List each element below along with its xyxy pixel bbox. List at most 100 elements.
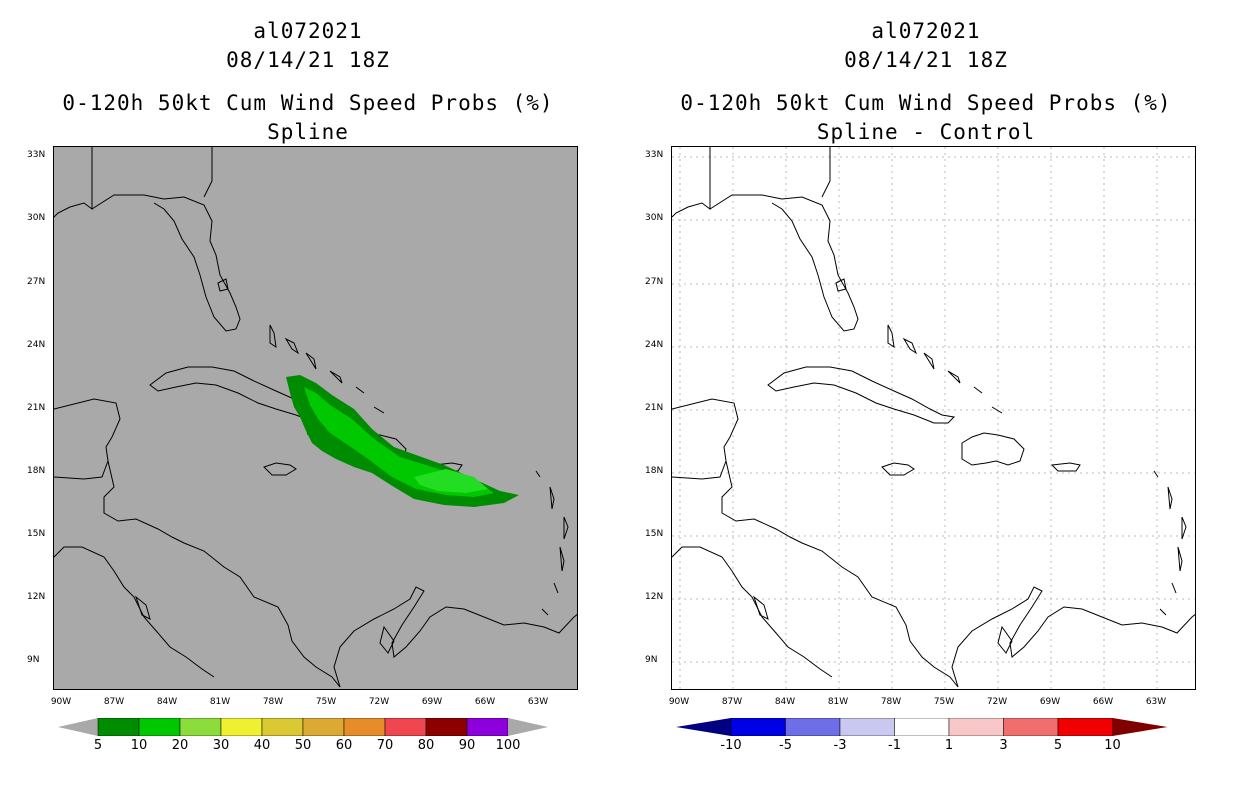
left-colorbar-swatch (466, 718, 509, 736)
right-colorbar-label: 10 (1104, 738, 1121, 753)
coastline-segment (134, 595, 151, 620)
coastline-segment (835, 278, 847, 292)
right-colorbar-swatch (1003, 718, 1059, 736)
coastline-segment (951, 586, 1195, 688)
left-title-method: Spline (267, 120, 349, 144)
left-title-storm: al072021 (253, 19, 363, 43)
lon-tick-label: 87W (721, 697, 743, 707)
coastline-segment (997, 625, 1013, 654)
lat-tick-label: 24N (27, 340, 46, 350)
right-title-date: 08/14/21 18Z (844, 48, 1008, 72)
left-colorbar-label: 30 (212, 738, 230, 753)
right-colorbar-swatch (894, 718, 950, 736)
left-colorbar-label: 20 (171, 738, 189, 753)
left-colorbar-label: 40 (253, 738, 271, 753)
left-coastlines (54, 147, 577, 688)
right-colorbar-label: 5 (1053, 738, 1063, 753)
right-colorbar-label: -3 (833, 738, 847, 753)
left-colorbar-swatch (220, 718, 263, 736)
left-colorbar-swatch (138, 718, 181, 736)
lat-tick-label: 18N (645, 466, 664, 476)
lon-tick-label: 90W (50, 697, 72, 707)
lon-tick-label: 90W (668, 697, 690, 707)
left-colorbar-label: 60 (335, 738, 353, 753)
left-colorbar-label: 70 (376, 738, 394, 753)
right-colorbar-label: 3 (999, 738, 1008, 753)
left-colorbar-label: 10 (130, 738, 148, 753)
lon-tick-label: 72W (368, 697, 390, 707)
left-title-date: 08/14/21 18Z (226, 48, 390, 72)
lon-tick-label: 78W (880, 697, 902, 707)
right-colorbar-swatch (948, 718, 1004, 736)
lon-tick-label: 63W (1145, 697, 1167, 707)
lon-tick-label: 81W (209, 697, 231, 707)
lon-tick-label: 66W (1092, 697, 1114, 707)
coastline-segment (333, 586, 577, 688)
right-title-method: Spline - Control (816, 120, 1036, 144)
lat-tick-label: 15N (645, 529, 664, 539)
right-colorbar-low-arrow (676, 718, 731, 736)
right-gridlines (672, 147, 1195, 689)
left-colorbar-label: 50 (294, 738, 312, 753)
right-colorbar-svg (676, 718, 1168, 736)
coastline-segment (54, 147, 241, 332)
lon-tick-label: 84W (156, 697, 178, 707)
lon-tick-label: 75W (933, 697, 955, 707)
coastline-segment (672, 147, 859, 332)
coastline-segment (887, 324, 1003, 414)
left-colorbar-low-arrow (58, 718, 98, 736)
coastline-segment (881, 462, 915, 476)
left-colorbar-label: 90 (458, 738, 476, 753)
right-colorbar-label: -5 (779, 738, 792, 753)
lat-tick-label: 12N (645, 592, 664, 602)
coastline-segment (54, 398, 341, 688)
coastline-segment (263, 462, 297, 476)
coastline-segment (752, 595, 769, 620)
lat-tick-label: 30N (645, 213, 664, 223)
right-map-panel (671, 146, 1196, 690)
lon-tick-label: 63W (527, 697, 549, 707)
lat-tick-label: 27N (27, 277, 46, 287)
left-colorbar-label: 100 (495, 738, 521, 753)
left-colorbar-high-arrow (508, 718, 548, 736)
left-title-product: 0-120h 50kt Cum Wind Speed Probs (%) (62, 91, 554, 115)
lat-tick-label: 9N (645, 655, 658, 665)
lat-tick-label: 33N (645, 150, 664, 160)
right-title-product: 0-120h 50kt Cum Wind Speed Probs (%) (680, 91, 1172, 115)
coastline-segment (1050, 462, 1081, 472)
lon-tick-label: 81W (827, 697, 849, 707)
right-title-storm: al072021 (871, 19, 981, 43)
lat-tick-label: 15N (27, 529, 46, 539)
right-coastlines (672, 147, 1195, 688)
left-colorbar-swatch (302, 718, 345, 736)
lat-tick-label: 12N (27, 592, 46, 602)
left-colorbar-svg (58, 718, 548, 736)
lon-tick-label: 78W (262, 697, 284, 707)
coastline-segment (535, 470, 569, 616)
prob-swath-spot (324, 443, 328, 451)
left-colorbar-swatch (261, 718, 304, 736)
lon-tick-label: 69W (1039, 697, 1061, 707)
lat-tick-label: 21N (27, 403, 46, 413)
coastline-segment (672, 398, 959, 688)
right-colorbar-swatch (730, 718, 786, 736)
prob-swath-20pct (414, 469, 488, 493)
lon-tick-label: 84W (774, 697, 796, 707)
lat-tick-label: 9N (27, 655, 40, 665)
left-colorbar-swatch (97, 718, 140, 736)
left-map-svg (54, 147, 577, 688)
lon-tick-label: 72W (986, 697, 1008, 707)
left-colorbar-swatch (384, 718, 427, 736)
right-colorbar-label: -10 (720, 738, 742, 753)
lat-tick-label: 27N (645, 277, 664, 287)
lon-tick-label: 87W (103, 697, 125, 707)
lat-tick-label: 24N (645, 340, 664, 350)
coastline-segment (1153, 470, 1187, 616)
coastline-segment (217, 278, 229, 292)
coastline-segment (961, 432, 1025, 466)
coastline-segment (379, 625, 395, 654)
left-colorbar-swatch (343, 718, 386, 736)
right-colorbar-swatch (1057, 718, 1113, 736)
lon-tick-label: 66W (474, 697, 496, 707)
left-colorbar-label: 5 (93, 738, 103, 753)
